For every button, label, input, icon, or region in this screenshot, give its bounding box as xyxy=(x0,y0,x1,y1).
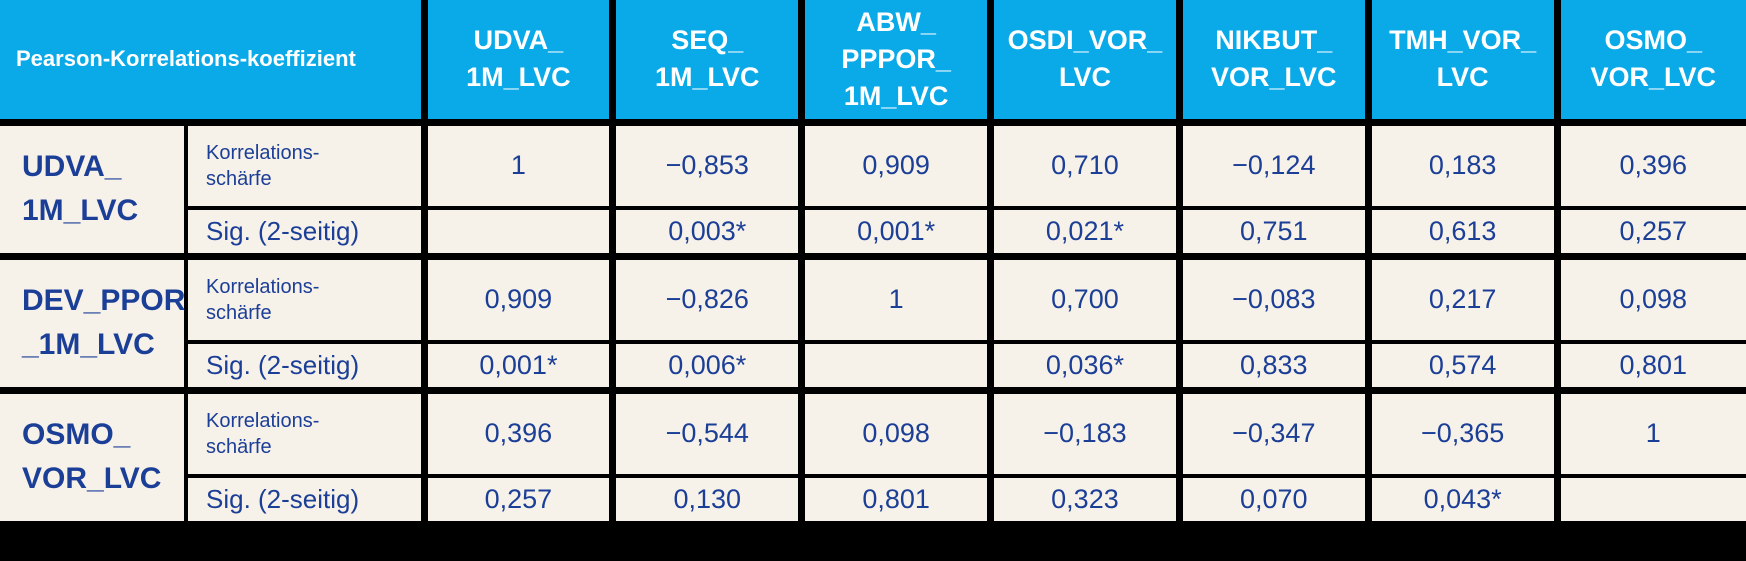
cell-udva-1m-lvc-correlation-osmo-vor-lvc: 0,396 xyxy=(1553,122,1746,210)
correlation-row-udva-1m-lvc: UDVA_ 1M_LVC Korrelations- schärfe 1 −0,853… xyxy=(0,122,1746,260)
cell-osmo-vor-lvc-correlation-abw-pppor-1m-lvc: 0,098 xyxy=(798,390,991,478)
cell-dev-ppor-1m-lvc-significance-udva-1m-lvc: 0,001* xyxy=(420,342,613,394)
cell-udva-1m-lvc-significance-tmh-vor-lvc: 0,613 xyxy=(1364,208,1558,260)
header-row: Pearson-Korrelations-koeffizient UDVA_ 1… xyxy=(0,0,1746,126)
cell-dev-ppor-1m-lvc-correlation-nikbut-vor-lvc: −0,083 xyxy=(1175,256,1369,344)
cell-osmo-vor-lvc-significance-seq-1m-lvc: 0,130 xyxy=(609,476,802,528)
column-header-abw-pppor-1m-lvc: ABW_ PPPOR_ 1M_LVC xyxy=(798,0,991,126)
column-header-nikbut-vor-lvc: NIKBUT_ VOR_LVC xyxy=(1175,0,1369,126)
cell-dev-ppor-1m-lvc-correlation-tmh-vor-lvc: 0,217 xyxy=(1364,256,1558,344)
row-label-significance: Sig. (2-seitig) xyxy=(184,342,424,394)
significance-row-osmo-vor-lvc: Sig. (2-seitig) 0,257 0,130 0,801 0,323 0,070… xyxy=(0,476,1746,528)
cell-osmo-vor-lvc-correlation-udva-1m-lvc: 0,396 xyxy=(420,390,613,478)
row-group-label-udva-1m-lvc: UDVA_ 1M_LVC xyxy=(0,122,186,260)
cell-osmo-vor-lvc-significance-udva-1m-lvc: 0,257 xyxy=(420,476,613,528)
pearson-correlation-table: Pearson-Korrelations-koeffizient UDVA_ 1… xyxy=(0,0,1746,528)
cell-dev-ppor-1m-lvc-correlation-osmo-vor-lvc: 0,098 xyxy=(1553,256,1746,344)
row-label-correlation: Korrelations- schärfe xyxy=(184,256,424,344)
cell-udva-1m-lvc-correlation-abw-pppor-1m-lvc: 0,909 xyxy=(798,122,991,210)
row-group-label-dev-ppor-1m-lvc: DEV_PPOR _1M_LVC xyxy=(0,256,186,394)
cell-udva-1m-lvc-significance-osdi-vor-lvc: 0,021* xyxy=(987,208,1180,260)
column-header-osmo-vor-lvc: OSMO_ VOR_LVC xyxy=(1553,0,1746,126)
column-header-seq-1m-lvc: SEQ_ 1M_LVC xyxy=(609,0,802,126)
cell-udva-1m-lvc-correlation-tmh-vor-lvc: 0,183 xyxy=(1364,122,1558,210)
cell-osmo-vor-lvc-significance-tmh-vor-lvc: 0,043* xyxy=(1364,476,1558,528)
cell-udva-1m-lvc-significance-abw-pppor-1m-lvc: 0,001* xyxy=(798,208,991,260)
cell-udva-1m-lvc-correlation-udva-1m-lvc: 1 xyxy=(420,122,613,210)
correlation-table-canvas: Pearson-Korrelations-koeffizient UDVA_ 1… xyxy=(0,0,1746,528)
correlation-row-dev-ppor-1m-lvc: DEV_PPOR _1M_LVC Korrelations- schärfe 0,9… xyxy=(0,256,1746,394)
cell-dev-ppor-1m-lvc-significance-tmh-vor-lvc: 0,574 xyxy=(1364,342,1558,394)
row-label-correlation: Korrelations- schärfe xyxy=(184,390,424,478)
cell-dev-ppor-1m-lvc-significance-nikbut-vor-lvc: 0,833 xyxy=(1175,342,1369,394)
cell-osmo-vor-lvc-correlation-nikbut-vor-lvc: −0,347 xyxy=(1175,390,1369,478)
cell-udva-1m-lvc-correlation-nikbut-vor-lvc: −0,124 xyxy=(1175,122,1369,210)
column-header-tmh-vor-lvc: TMH_VOR_ LVC xyxy=(1364,0,1558,126)
row-label-significance: Sig. (2-seitig) xyxy=(184,476,424,528)
cell-dev-ppor-1m-lvc-correlation-osdi-vor-lvc: 0,700 xyxy=(987,256,1180,344)
cell-osmo-vor-lvc-significance-osdi-vor-lvc: 0,323 xyxy=(987,476,1180,528)
cell-udva-1m-lvc-correlation-seq-1m-lvc: −0,853 xyxy=(609,122,802,210)
cell-udva-1m-lvc-significance-nikbut-vor-lvc: 0,751 xyxy=(1175,208,1369,260)
correlation-row-osmo-vor-lvc: OSMO_ VOR_LVC Korrelations- schärfe 0,396−… xyxy=(0,390,1746,528)
row-group-label-osmo-vor-lvc: OSMO_ VOR_LVC xyxy=(0,390,186,528)
cell-udva-1m-lvc-significance-seq-1m-lvc: 0,003* xyxy=(609,208,802,260)
cell-osmo-vor-lvc-significance-abw-pppor-1m-lvc: 0,801 xyxy=(798,476,991,528)
row-label-correlation: Korrelations- schärfe xyxy=(184,122,424,210)
significance-row-udva-1m-lvc: Sig. (2-seitig) 0,003* 0,001* 0,021* 0,751 0,… xyxy=(0,208,1746,260)
column-header-osdi-vor-lvc: OSDI_VOR_ LVC xyxy=(987,0,1180,126)
cell-dev-ppor-1m-lvc-significance-osdi-vor-lvc: 0,036* xyxy=(987,342,1180,394)
cell-osmo-vor-lvc-correlation-seq-1m-lvc: −0,544 xyxy=(609,390,802,478)
cell-udva-1m-lvc-significance-udva-1m-lvc xyxy=(420,208,613,260)
cell-udva-1m-lvc-significance-osmo-vor-lvc: 0,257 xyxy=(1553,208,1746,260)
cell-udva-1m-lvc-correlation-osdi-vor-lvc: 0,710 xyxy=(987,122,1180,210)
cell-dev-ppor-1m-lvc-significance-osmo-vor-lvc: 0,801 xyxy=(1553,342,1746,394)
table-body: UDVA_ 1M_LVC Korrelations- schärfe 1 −0,853… xyxy=(0,122,1746,528)
column-header-udva-1m-lvc: UDVA_ 1M_LVC xyxy=(420,0,613,126)
cell-dev-ppor-1m-lvc-correlation-abw-pppor-1m-lvc: 1 xyxy=(798,256,991,344)
cell-dev-ppor-1m-lvc-correlation-seq-1m-lvc: −0,826 xyxy=(609,256,802,344)
cell-dev-ppor-1m-lvc-significance-abw-pppor-1m-lvc xyxy=(798,342,991,394)
cell-osmo-vor-lvc-correlation-osdi-vor-lvc: −0,183 xyxy=(987,390,1180,478)
cell-dev-ppor-1m-lvc-significance-seq-1m-lvc: 0,006* xyxy=(609,342,802,394)
cell-osmo-vor-lvc-correlation-tmh-vor-lvc: −0,365 xyxy=(1364,390,1558,478)
table-header: Pearson-Korrelations-koeffizient UDVA_ 1… xyxy=(0,0,1746,126)
cell-dev-ppor-1m-lvc-correlation-udva-1m-lvc: 0,909 xyxy=(420,256,613,344)
cell-osmo-vor-lvc-significance-osmo-vor-lvc xyxy=(1553,476,1746,528)
corner-label: Pearson-Korrelations-koeffizient xyxy=(0,0,424,126)
cell-osmo-vor-lvc-significance-nikbut-vor-lvc: 0,070 xyxy=(1175,476,1369,528)
cell-osmo-vor-lvc-correlation-osmo-vor-lvc: 1 xyxy=(1553,390,1746,478)
row-label-significance: Sig. (2-seitig) xyxy=(184,208,424,260)
significance-row-dev-ppor-1m-lvc: Sig. (2-seitig) 0,001* 0,006* 0,036* 0,833 0,… xyxy=(0,342,1746,394)
